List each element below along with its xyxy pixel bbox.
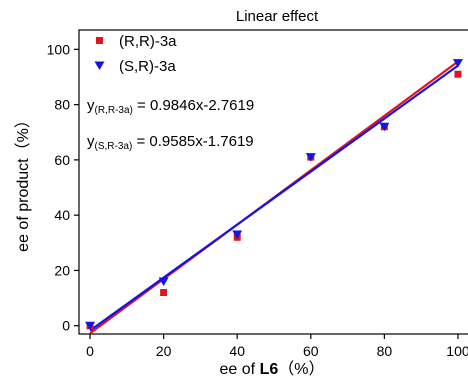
legend-marker-sr xyxy=(94,61,105,70)
equation-sr-y: y xyxy=(87,133,95,150)
plot-area: 0 20 40 60 80 100 0 20 40 60 80 100 xyxy=(47,29,468,359)
x-tick-label: 100 xyxy=(446,343,468,359)
x-axis-label-suffix: （%） xyxy=(278,360,324,378)
fit-line-sr xyxy=(89,64,459,332)
svg-text:y(S,R-3a) = 0.9585x-1.7619: y(S,R-3a) = 0.9585x-1.7619 xyxy=(87,133,254,152)
x-tick-label: 60 xyxy=(303,343,319,359)
equation-sr-rest: = 0.9585x-1.7619 xyxy=(132,133,253,150)
legend-marker-rr xyxy=(96,37,103,44)
equation-sr-subscript: (S,R-3a) xyxy=(95,141,133,152)
x-axis-label-bold: L6 xyxy=(260,361,279,378)
data-markers xyxy=(85,59,463,331)
point-sr xyxy=(232,230,243,240)
y-axis-ticks: 0 20 40 60 80 100 xyxy=(47,41,79,334)
x-tick-label: 40 xyxy=(229,343,245,359)
point-rr xyxy=(454,70,462,78)
x-tick-label: 20 xyxy=(156,343,172,359)
point-sr xyxy=(379,122,390,132)
legend-label-sr: (S,R)-3a xyxy=(119,58,176,75)
y-tick-label: 0 xyxy=(62,318,70,334)
y-tick-label: 60 xyxy=(54,152,70,168)
point-sr xyxy=(85,321,96,331)
y-tick-label: 40 xyxy=(54,207,70,223)
point-sr xyxy=(452,59,463,68)
point-rr xyxy=(160,289,168,297)
equation-rr-subscript: (R,R-3a) xyxy=(95,105,133,116)
x-axis-label: ee of L6（%） xyxy=(220,360,325,378)
point-sr xyxy=(158,277,169,286)
chart-title: Linear effect xyxy=(236,8,319,25)
x-tick-label: 0 xyxy=(86,343,94,359)
y-axis-label: ee of product（%） xyxy=(14,112,32,252)
equation-sr: y(S,R-3a) = 0.9585x-1.7619 xyxy=(87,133,254,152)
equation-rr-y: y xyxy=(87,97,95,114)
legend: (R,R)-3a (S,R)-3a xyxy=(94,33,177,75)
legend-label-rr: (R,R)-3a xyxy=(119,33,177,50)
plot-frame xyxy=(78,29,468,335)
y-tick-label: 80 xyxy=(54,97,70,113)
x-axis-ticks: 0 20 40 60 80 100 xyxy=(86,334,468,359)
y-tick-label: 20 xyxy=(54,262,70,278)
point-sr xyxy=(305,153,316,162)
fit-lines xyxy=(89,60,459,335)
x-tick-label: 80 xyxy=(377,343,393,359)
y-tick-label: 100 xyxy=(47,41,71,57)
x-axis-label-prefix: ee of xyxy=(220,361,260,378)
equation-rr: y(R,R-3a) = 0.9846x-2.7619 xyxy=(87,97,254,116)
svg-text:y(R,R-3a) = 0.9846x-2.7619: y(R,R-3a) = 0.9846x-2.7619 xyxy=(87,97,254,116)
equation-rr-rest: = 0.9846x-2.7619 xyxy=(133,97,254,114)
